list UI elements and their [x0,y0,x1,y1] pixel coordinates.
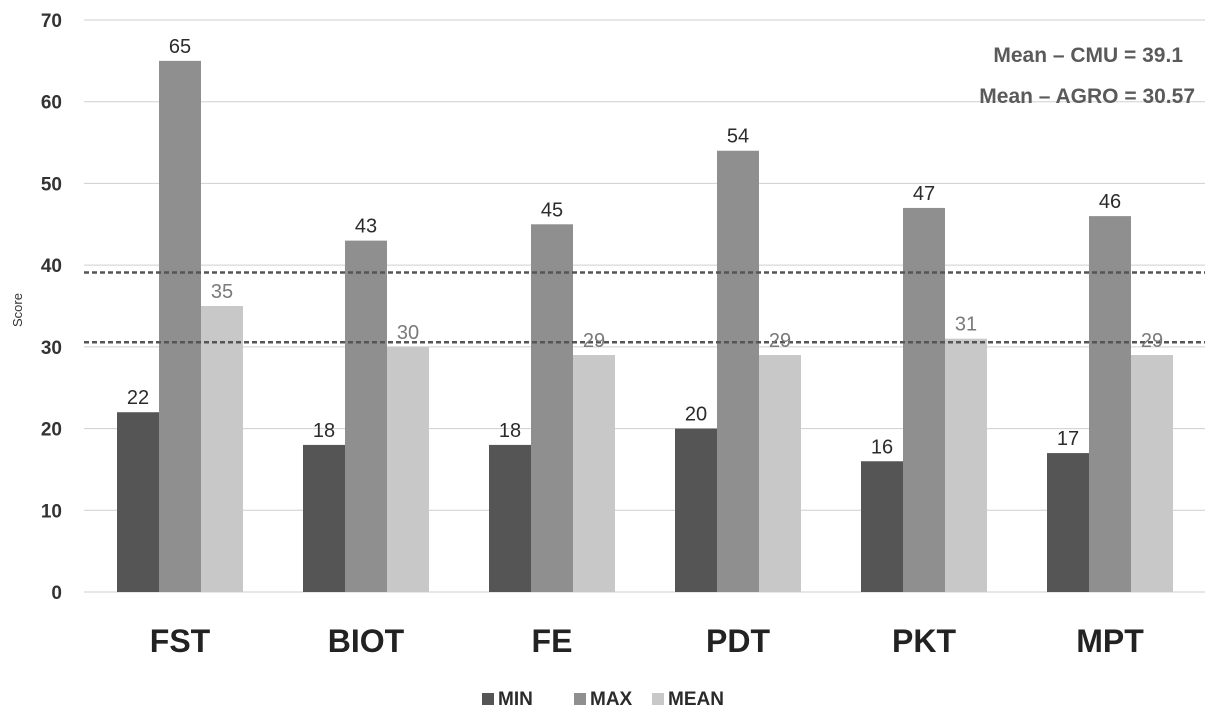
x-category-label: MPT [1076,623,1144,659]
data-label-max-biot: 43 [355,216,377,238]
bar-min-biot [303,444,345,592]
data-label-min-pdt: 20 [685,404,707,426]
legend: MIN MAX MEAN [482,689,724,710]
bar-max-pkt [903,207,945,592]
data-label-mean-pkt: 31 [955,314,977,336]
x-category-label: FE [532,623,573,659]
bars [117,60,1173,593]
y-tick-label: 30 [41,338,62,359]
bar-mean-fe [573,355,615,592]
gridlines [84,19,1205,593]
bar-min-pdt [675,428,717,592]
y-tick-label: 0 [51,583,62,604]
bar-max-fe [531,224,573,593]
data-label-mean-pdt: 29 [769,330,791,352]
data-label-mean-fe: 29 [583,330,605,352]
data-label-max-fst: 65 [169,36,191,58]
y-axis-ticks: 0 10 20 30 40 50 60 70 [41,11,62,604]
bar-min-mpt [1047,453,1089,592]
y-axis-label: Score [10,293,25,327]
legend-swatch-max [574,693,586,705]
legend-label-max: MAX [590,689,633,710]
bar-mean-mpt [1131,355,1173,592]
y-tick-label: 40 [41,256,62,277]
data-label-mean-mpt: 29 [1141,330,1163,352]
bar-min-fe [489,444,531,592]
x-category-label: BIOT [328,623,405,659]
y-tick-label: 70 [41,11,62,32]
bar-max-mpt [1089,216,1131,592]
reference-lines [84,271,1205,344]
x-category-label: FST [150,623,211,659]
data-label-min-pkt: 16 [871,436,893,458]
bar-min-pkt [861,461,903,592]
y-tick-label: 20 [41,420,62,441]
data-label-min-fst: 22 [127,387,149,409]
data-label-max-pkt: 47 [913,183,935,205]
data-labels: 22 65 35 18 43 30 18 45 29 20 54 29 16 47 31 17 46 29 [127,36,1163,458]
data-label-max-mpt: 46 [1099,191,1121,213]
x-category-label: PDT [706,623,770,659]
y-tick-label: 50 [41,174,62,195]
data-label-max-fe: 45 [541,199,563,221]
data-label-min-biot: 18 [313,420,335,442]
bar-max-biot [345,240,387,592]
mean-cmu-annotation: Mean – CMU = 39.1 [993,44,1183,67]
data-label-mean-biot: 30 [397,322,419,344]
bar-max-pdt [717,150,759,592]
legend-label-mean: MEAN [668,689,724,710]
y-tick-label: 10 [41,501,62,522]
legend-swatch-min [482,693,494,705]
data-label-min-fe: 18 [499,420,521,442]
x-axis-categories: FST BIOT FE PDT PKT MPT [150,623,1144,659]
y-tick-label: 60 [41,93,62,114]
legend-label-min: MIN [498,689,533,710]
data-label-max-pdt: 54 [727,126,749,148]
bar-min-fst [117,412,159,592]
mean-agro-annotation: Mean – AGRO = 30.57 [979,85,1195,108]
data-label-mean-fst: 35 [211,281,233,303]
bar-mean-fst [201,306,243,592]
bar-mean-pkt [945,338,987,592]
data-label-min-mpt: 17 [1057,428,1079,450]
x-category-label: PKT [892,623,956,659]
bar-mean-pdt [759,355,801,592]
bar-mean-biot [387,346,429,592]
legend-swatch-mean [652,693,664,705]
bar-max-fst [159,60,201,593]
